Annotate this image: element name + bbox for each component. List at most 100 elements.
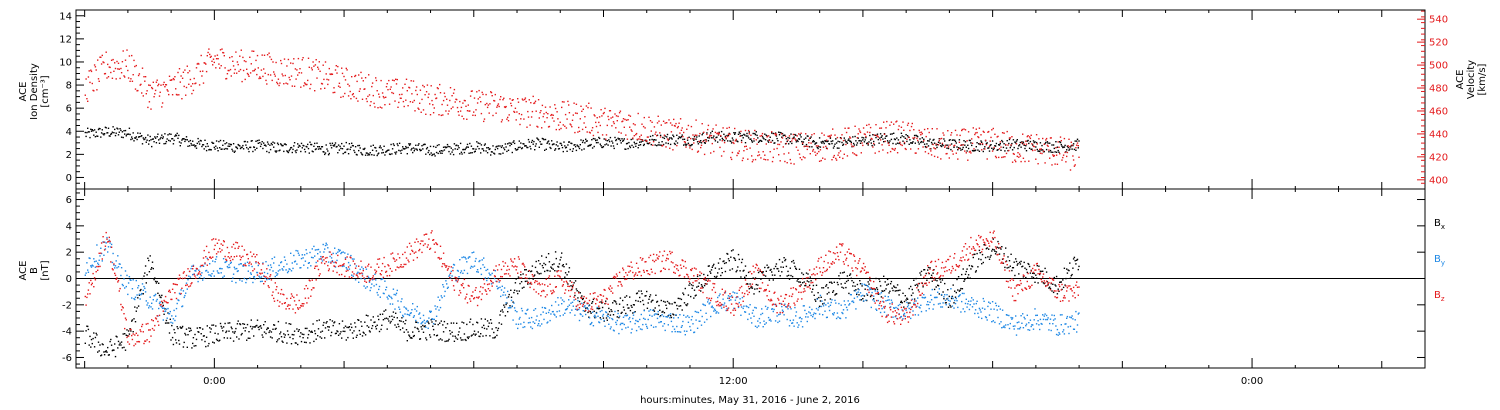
data-point (480, 318, 483, 320)
data-point (264, 277, 266, 279)
data-point (117, 266, 120, 268)
data-point (269, 330, 271, 332)
data-point (598, 321, 600, 323)
data-point (285, 269, 287, 271)
data-point (365, 98, 368, 100)
series-s1 (84, 48, 1080, 171)
data-point (269, 148, 272, 151)
data-point (712, 265, 714, 267)
data-point (960, 149, 962, 151)
data-point (841, 134, 843, 136)
data-point (300, 72, 303, 74)
data-point (415, 319, 417, 322)
data-point (832, 290, 835, 292)
data-point (228, 69, 230, 72)
data-point (752, 277, 754, 279)
data-point (346, 69, 348, 71)
data-point (446, 283, 448, 285)
data-point (179, 293, 181, 295)
data-point (887, 283, 889, 285)
data-point (116, 60, 118, 63)
data-point (212, 324, 215, 326)
data-point (371, 154, 373, 156)
data-point (998, 144, 1000, 146)
data-point (705, 139, 707, 141)
data-point (110, 344, 113, 346)
data-point (1040, 148, 1042, 150)
data-point (717, 312, 720, 314)
data-point (189, 78, 192, 81)
data-point (412, 101, 414, 103)
data-point (125, 334, 127, 336)
data-point (223, 55, 225, 57)
data-point (273, 71, 275, 73)
data-point (155, 300, 158, 302)
data-point (642, 144, 645, 147)
data-point (139, 132, 141, 135)
data-point (1052, 154, 1054, 156)
data-point (592, 325, 595, 327)
data-point (729, 296, 731, 298)
data-point (531, 265, 534, 267)
data-point (1008, 137, 1011, 139)
data-point (297, 330, 300, 332)
data-point (217, 272, 219, 274)
data-point (800, 132, 802, 134)
data-point (771, 160, 774, 163)
data-point (734, 292, 736, 294)
data-point (907, 136, 910, 138)
data-point (554, 251, 557, 253)
data-point (775, 135, 778, 137)
data-point (387, 298, 389, 300)
data-point (1018, 145, 1020, 147)
data-point (721, 272, 723, 274)
data-point (662, 136, 664, 139)
data-point (946, 147, 948, 149)
data-point (404, 83, 406, 85)
data-point (412, 335, 415, 338)
data-point (120, 136, 123, 138)
data-point (859, 130, 861, 132)
data-point (314, 249, 317, 251)
data-point (649, 135, 652, 138)
data-point (276, 150, 278, 152)
data-point (1032, 144, 1034, 146)
data-point (557, 297, 559, 299)
data-point (1061, 145, 1063, 147)
data-point (191, 92, 193, 95)
data-point (789, 267, 791, 269)
data-point (914, 142, 916, 144)
data-point (873, 144, 876, 146)
data-point (616, 120, 618, 122)
data-point (148, 305, 151, 307)
data-point (927, 269, 929, 271)
data-point (293, 261, 296, 263)
data-point (609, 314, 612, 316)
data-point (581, 110, 583, 112)
data-point (498, 153, 500, 155)
data-point (516, 149, 518, 151)
data-point (903, 300, 906, 303)
data-point (752, 159, 754, 161)
data-point (906, 297, 908, 299)
data-point (1014, 141, 1016, 143)
data-point (306, 83, 308, 86)
data-point (661, 141, 663, 143)
data-point (370, 145, 372, 147)
data-point (693, 138, 696, 140)
data-point (277, 143, 280, 146)
data-point (786, 162, 788, 164)
data-point (732, 249, 734, 251)
data-point (619, 110, 622, 112)
data-point (720, 274, 722, 277)
data-point (317, 146, 319, 148)
data-point (815, 142, 817, 144)
data-point (974, 133, 976, 136)
data-point (954, 296, 957, 298)
data-point (493, 100, 496, 102)
data-point (790, 162, 792, 165)
data-point (761, 272, 764, 274)
data-point (191, 347, 193, 349)
data-point (509, 98, 511, 100)
data-point (452, 322, 455, 324)
